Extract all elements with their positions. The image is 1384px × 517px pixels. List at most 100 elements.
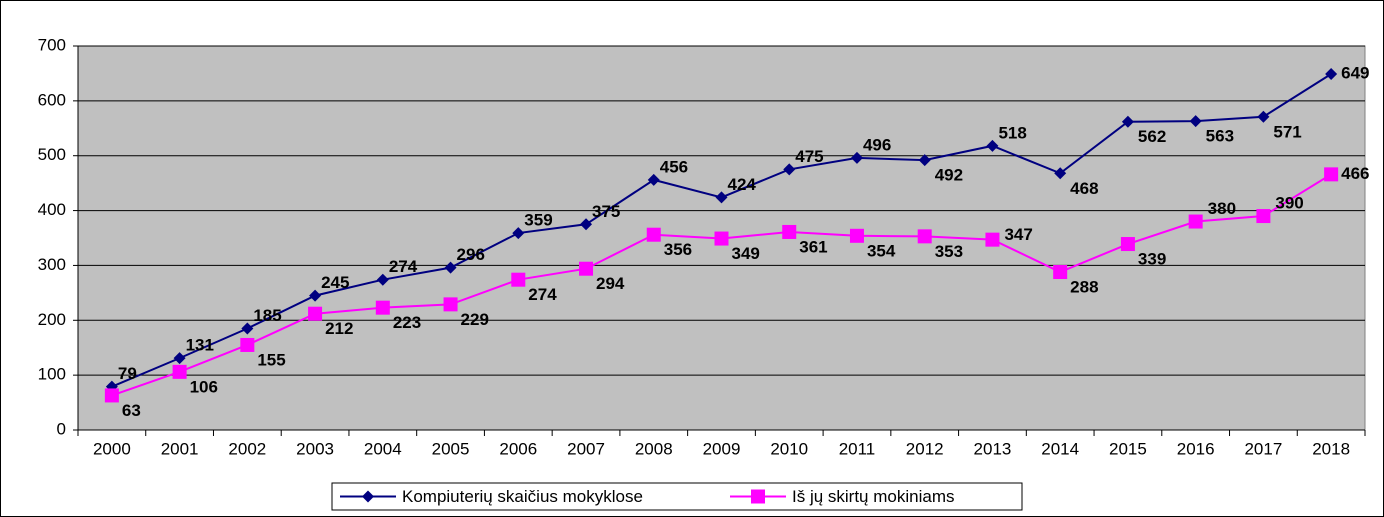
marker [444, 261, 457, 274]
marker [751, 489, 765, 504]
x-tick-label: 2004 [364, 439, 402, 458]
x-tick-label: 2003 [296, 439, 334, 458]
y-tick-label: 400 [38, 200, 66, 219]
x-tick-label: 2013 [974, 439, 1012, 458]
marker [1121, 115, 1134, 128]
value-label: 649 [1341, 63, 1369, 82]
marker [240, 337, 255, 352]
marker [850, 151, 863, 164]
legend-label: Iš jų skirtų mokiniams [792, 487, 954, 506]
marker [917, 229, 932, 244]
value-label: 354 [867, 241, 896, 260]
x-tick-label: 2008 [635, 439, 673, 458]
value-label: 155 [257, 350, 285, 369]
marker [646, 227, 661, 242]
marker [362, 490, 374, 503]
marker [1188, 214, 1203, 229]
marker [241, 322, 254, 335]
y-tick-label: 0 [57, 419, 66, 438]
marker [715, 191, 728, 204]
x-tick-label: 2014 [1041, 439, 1079, 458]
marker [172, 364, 187, 379]
value-label: 212 [325, 319, 353, 338]
x-tick-label: 2006 [499, 439, 537, 458]
marker [309, 289, 322, 302]
value-label: 339 [1138, 250, 1166, 269]
marker [782, 224, 797, 239]
value-label: 288 [1070, 277, 1098, 296]
marker [1325, 67, 1338, 80]
marker [580, 218, 593, 231]
x-tick-label: 2000 [93, 439, 131, 458]
marker [1324, 167, 1339, 182]
value-label: 390 [1275, 194, 1303, 213]
marker [1189, 115, 1202, 128]
x-tick-label: 2011 [839, 439, 876, 458]
x-tick-label: 2009 [703, 439, 741, 458]
value-label: 466 [1341, 164, 1369, 183]
value-label: 424 [728, 175, 757, 194]
legend-box [331, 482, 1023, 511]
value-label: 562 [1138, 127, 1166, 146]
marker [173, 352, 186, 365]
marker [918, 154, 931, 167]
marker [376, 273, 389, 286]
value-label: 456 [660, 157, 688, 176]
marker [985, 232, 1000, 247]
marker [1120, 237, 1135, 252]
value-label: 185 [253, 306, 281, 325]
marker [512, 227, 525, 240]
x-tick-label: 2015 [1109, 439, 1147, 458]
x-tick-label: 2012 [906, 439, 944, 458]
x-tick-label: 2018 [1312, 439, 1350, 458]
value-label: 296 [457, 245, 485, 264]
x-tick-label: 2007 [567, 439, 605, 458]
marker [375, 300, 390, 315]
value-label: 496 [863, 135, 891, 154]
value-label: 518 [998, 123, 1026, 142]
y-tick-label: 600 [38, 90, 66, 109]
value-label: 375 [592, 202, 620, 221]
y-tick-label: 100 [38, 365, 66, 384]
y-tick-label: 500 [38, 145, 66, 164]
value-label: 106 [190, 377, 218, 396]
value-label: 468 [1070, 179, 1098, 198]
value-label: 361 [799, 237, 827, 256]
x-tick-label: 2005 [432, 439, 470, 458]
y-tick-label: 200 [38, 310, 66, 329]
marker [986, 139, 999, 152]
marker [647, 173, 660, 186]
value-label: 131 [186, 336, 214, 355]
legend-label: Kompiuterių skaičius mokyklose [402, 487, 643, 506]
value-label: 359 [524, 211, 552, 230]
marker [1053, 265, 1068, 280]
value-label: 245 [321, 273, 349, 292]
marker [1054, 167, 1067, 180]
value-label: 356 [664, 240, 692, 259]
value-label: 475 [795, 147, 823, 166]
value-label: 347 [1004, 225, 1032, 244]
marker [511, 272, 526, 287]
value-label: 380 [1208, 199, 1236, 218]
value-label: 223 [393, 313, 421, 332]
marker [1256, 209, 1271, 224]
marker [849, 228, 864, 243]
x-tick-label: 2010 [770, 439, 808, 458]
value-label: 294 [596, 274, 625, 293]
y-tick-label: 700 [38, 35, 66, 54]
x-tick-label: 2017 [1244, 439, 1282, 458]
value-label: 349 [732, 244, 760, 263]
value-label: 79 [118, 364, 137, 383]
marker [783, 163, 796, 176]
value-label: 353 [935, 242, 963, 261]
value-label: 63 [122, 401, 141, 420]
x-tick-label: 2002 [228, 439, 266, 458]
marker [714, 231, 729, 246]
marker [579, 261, 594, 276]
value-label: 492 [935, 166, 963, 185]
x-tick-label: 2001 [161, 439, 199, 458]
marker [443, 297, 458, 312]
marker [1257, 110, 1270, 123]
y-tick-label: 300 [38, 255, 66, 274]
